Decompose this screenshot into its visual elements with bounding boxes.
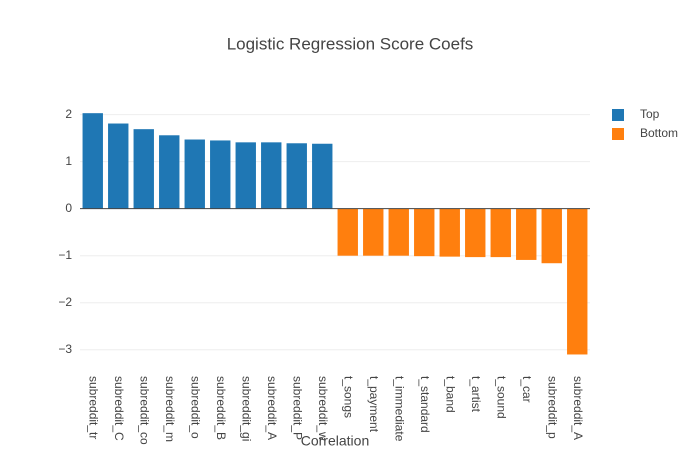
y-tick-label: −1 bbox=[58, 248, 72, 262]
x-tick-label: t_sound bbox=[495, 376, 509, 419]
bar bbox=[235, 142, 256, 209]
y-tick-label: 1 bbox=[65, 154, 72, 168]
x-tick-label: subreddit_A bbox=[265, 376, 279, 440]
bar bbox=[184, 139, 205, 209]
bar bbox=[82, 113, 103, 209]
legend-swatch bbox=[612, 128, 624, 140]
x-tick-label: subreddit_gi bbox=[240, 376, 254, 441]
y-tick-label: −2 bbox=[58, 295, 72, 309]
y-tick-label: −3 bbox=[58, 342, 72, 356]
x-tick-label: subreddit_o bbox=[189, 376, 203, 439]
legend-swatch bbox=[612, 109, 624, 121]
bar bbox=[567, 208, 588, 355]
x-tick-label: subreddit_C bbox=[112, 376, 126, 441]
bar bbox=[439, 208, 460, 257]
bar bbox=[337, 208, 358, 256]
bar bbox=[363, 208, 384, 256]
x-tick-label: subreddit_B bbox=[214, 376, 228, 440]
x-tick-label: t_band bbox=[444, 376, 458, 413]
bar bbox=[414, 208, 435, 257]
bar bbox=[541, 208, 562, 264]
x-tick-label: subreddit_m bbox=[163, 376, 177, 442]
x-tick-label: t_immediate bbox=[393, 376, 407, 442]
bar bbox=[465, 208, 486, 258]
y-tick-label: 2 bbox=[65, 107, 72, 121]
x-tick-label: t_payment bbox=[367, 376, 381, 433]
x-tick-label: t_artist bbox=[469, 376, 483, 413]
x-tick-label: subreddit_w bbox=[316, 376, 330, 441]
x-tick-label: t_standard bbox=[418, 376, 432, 433]
x-tick-label: t_songs bbox=[342, 376, 356, 418]
x-tick-label: subreddit_co bbox=[138, 376, 152, 445]
bar bbox=[261, 142, 282, 209]
x-tick-label: subreddit_tr bbox=[87, 376, 101, 439]
y-tick-label: 0 bbox=[65, 201, 72, 215]
x-tick-label: subreddit_p bbox=[546, 376, 560, 439]
bar bbox=[133, 129, 154, 209]
bar bbox=[312, 143, 333, 209]
bar bbox=[388, 208, 409, 256]
bar bbox=[490, 208, 511, 258]
x-axis-title: Correlation bbox=[301, 433, 369, 449]
legend-label: Bottom bbox=[640, 126, 678, 140]
chart-title: Logistic Regression Score Coefs bbox=[227, 34, 474, 53]
legend-label: Top bbox=[640, 107, 660, 121]
x-tick-label: t_car bbox=[520, 376, 534, 403]
bar bbox=[108, 123, 129, 209]
bar bbox=[516, 208, 537, 260]
bar bbox=[159, 135, 180, 209]
bar bbox=[286, 143, 307, 209]
bar bbox=[210, 140, 231, 209]
x-tick-label: subreddit_P bbox=[291, 376, 305, 440]
x-tick-label: subreddit_A bbox=[571, 376, 585, 440]
